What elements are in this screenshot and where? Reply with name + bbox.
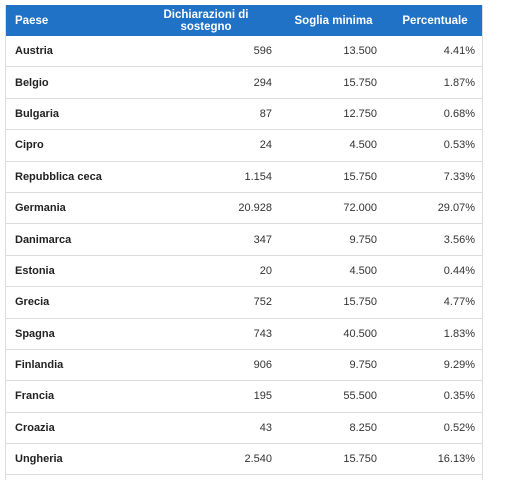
value-cell: 0.35% (386, 380, 482, 413)
value-cell: 1.87% (386, 66, 482, 99)
table-row: Finlandia 906 9.750 9.29% (6, 349, 482, 382)
value-cell: 40.500 (281, 318, 386, 350)
value-cell: 294 (131, 66, 281, 99)
value-cell: 24 (131, 129, 281, 162)
header-row: Paese Dichiarazioni di sostegno Soglia m… (6, 5, 482, 36)
value-cell: 87 (131, 98, 281, 131)
value-cell: 15.750 (281, 286, 386, 319)
value-cell: 55.500 (281, 380, 386, 413)
country-cell: Austria (6, 36, 131, 68)
value-cell: 29.07% (386, 192, 482, 225)
value-cell: 743 (131, 318, 281, 350)
value-cell: 1.154 (131, 161, 281, 193)
country-cell: Bulgaria (6, 98, 131, 131)
table-row: Francia 195 55.500 0.35% (6, 380, 482, 413)
table-row: Germania 20.928 72.000 29.07% (6, 192, 482, 225)
country-cell: Belgio (6, 66, 131, 99)
value-cell: 195 (131, 380, 281, 413)
value-cell: 15.750 (281, 66, 386, 99)
value-cell: 4.77% (386, 286, 482, 319)
value-cell: 9.750 (281, 349, 386, 382)
country-cell: Repubblica ceca (6, 161, 131, 193)
header-cell: Percentuale (386, 5, 482, 36)
table-row: Spagna 743 40.500 1.83% (6, 318, 482, 350)
value-cell: 4.500 (281, 129, 386, 162)
table-row: Ungheria 2.540 15.750 16.13% (6, 443, 482, 476)
value-cell: 0.68% (386, 98, 482, 131)
value-cell: 72.000 (281, 192, 386, 225)
table-row: Belgio 294 15.750 1.87% (6, 66, 482, 99)
country-cell: Estonia (6, 255, 131, 288)
header-cell: Dichiarazioni di sostegno (131, 5, 281, 36)
country-cell: Cipro (6, 129, 131, 162)
country-cell: Grecia (6, 286, 131, 319)
table-row: Danimarca 347 9.750 3.56% (6, 223, 482, 256)
value-cell: 16.13% (386, 443, 482, 476)
value-cell: 20.928 (131, 192, 281, 225)
table-body: Austria 596 13.500 4.41% Belgio 294 15.750 1.87… (6, 36, 482, 476)
table-header: Paese Dichiarazioni di sostegno Soglia m… (6, 5, 482, 36)
value-cell: 15.750 (281, 443, 386, 476)
country-cell: Croazia (6, 412, 131, 445)
value-cell: 0.52% (386, 412, 482, 445)
country-cell: Ungheria (6, 443, 131, 476)
value-cell: 12.750 (281, 98, 386, 131)
value-cell: 20 (131, 255, 281, 288)
country-cell: Finlandia (6, 349, 131, 382)
value-cell: 0.53% (386, 129, 482, 162)
country-cell: Francia (6, 380, 131, 413)
value-cell: 4.41% (386, 36, 482, 68)
value-cell: 2.540 (131, 443, 281, 476)
country-cell: Danimarca (6, 223, 131, 256)
value-cell: 9.750 (281, 223, 386, 256)
table-container: Paese Dichiarazioni di sostegno Soglia m… (5, 5, 483, 480)
table-row: Bulgaria 87 12.750 0.68% (6, 98, 482, 131)
value-cell: 3.56% (386, 223, 482, 256)
value-cell: 13.500 (281, 36, 386, 68)
value-cell: 4.500 (281, 255, 386, 288)
table-row: Cipro 24 4.500 0.53% (6, 129, 482, 162)
table-row: Estonia 20 4.500 0.44% (6, 255, 482, 288)
country-cell: Germania (6, 192, 131, 225)
country-cell: Spagna (6, 318, 131, 350)
table-row: Repubblica ceca 1.154 15.750 7.33% (6, 161, 482, 193)
value-cell: 43 (131, 412, 281, 445)
value-cell: 9.29% (386, 349, 482, 382)
header-cell: Paese (6, 5, 131, 36)
value-cell: 0.44% (386, 255, 482, 288)
value-cell: 8.250 (281, 412, 386, 445)
value-cell: 752 (131, 286, 281, 319)
table-row: Grecia 752 15.750 4.77% (6, 286, 482, 319)
data-table: Paese Dichiarazioni di sostegno Soglia m… (6, 5, 482, 476)
value-cell: 1.83% (386, 318, 482, 350)
value-cell: 15.750 (281, 161, 386, 193)
header-cell: Soglia minima (281, 5, 386, 36)
value-cell: 347 (131, 223, 281, 256)
table-row: Austria 596 13.500 4.41% (6, 36, 482, 68)
table-row: Croazia 43 8.250 0.52% (6, 412, 482, 445)
value-cell: 7.33% (386, 161, 482, 193)
value-cell: 906 (131, 349, 281, 382)
value-cell: 596 (131, 36, 281, 68)
